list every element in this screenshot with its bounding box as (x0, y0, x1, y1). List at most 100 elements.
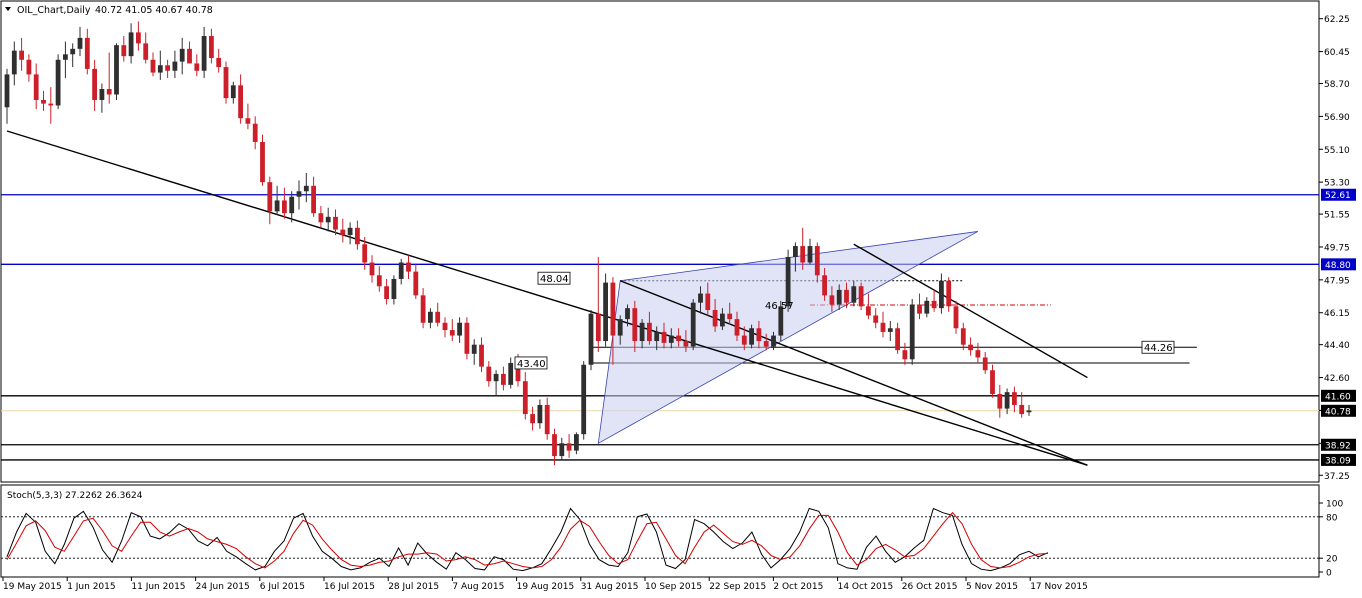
candle-body (33, 74, 39, 100)
y-tick-label: 49.75 (1324, 243, 1350, 253)
candle-body (661, 331, 667, 343)
y-tick-label: 37.25 (1324, 472, 1350, 482)
candle-body (369, 262, 375, 276)
candle-body (267, 182, 273, 212)
candle-body (902, 350, 908, 360)
candle-body (55, 59, 61, 106)
candle-body (187, 48, 192, 64)
candle-body (698, 293, 703, 303)
candle-body (457, 322, 462, 336)
candle-body (501, 373, 506, 385)
x-tick-label: 31 Aug 2015 (581, 582, 639, 592)
candle-body (960, 328, 966, 345)
x-tick-label: 19 Aug 2015 (517, 582, 575, 592)
candle-body (128, 32, 134, 57)
candle-body (574, 434, 579, 451)
candle-body (428, 311, 433, 323)
candle-body (77, 37, 83, 49)
candle-body (340, 229, 346, 236)
price-tag (1321, 404, 1356, 417)
candle-body (464, 322, 470, 354)
candle-body (968, 344, 973, 351)
price-tag (1321, 453, 1356, 466)
x-tick-label: 2 Oct 2015 (773, 582, 823, 592)
x-tick-label: 6 Jul 2015 (260, 582, 305, 592)
candle-body (435, 311, 441, 323)
candle-body (793, 246, 798, 258)
trendline-channel-upper[interactable] (853, 243, 1088, 379)
annotation-box (514, 356, 548, 370)
candle-body (92, 68, 97, 100)
candle-body (303, 185, 309, 192)
price-annotations: 48.04 43.40 46.57 44.26 (514, 271, 1175, 370)
candle-body (179, 48, 185, 62)
x-tick-label: 24 Jun 2015 (196, 582, 250, 592)
candle-body (610, 282, 616, 336)
candle-body (873, 315, 879, 323)
stochastic-oscillator (1, 507, 1319, 572)
candle-body (1019, 404, 1025, 415)
candle-body (19, 50, 24, 60)
candle-body (668, 335, 674, 343)
price-tag-label: 38.92 (1325, 441, 1351, 451)
y-tick-label: 60.45 (1324, 48, 1350, 58)
candle-body (924, 300, 930, 314)
candle-body (201, 36, 207, 71)
annotation-label: 44.26 (1144, 343, 1173, 354)
candle-body (479, 344, 484, 367)
trendline-long-downtrend[interactable] (6, 130, 1088, 466)
stoch-tick-label: 20 (1326, 555, 1338, 565)
candle-body (449, 330, 455, 336)
candle-body (800, 246, 806, 263)
candle-body (289, 196, 295, 214)
candlesticks (4, 21, 1032, 466)
candle-body (588, 313, 594, 365)
candle-body (252, 123, 258, 142)
candle-body (522, 381, 528, 415)
annotation-label: 46.57 (765, 301, 794, 312)
y-tick-label: 53.30 (1324, 179, 1350, 189)
annotation-label: 48.04 (540, 274, 569, 285)
candle-body (376, 275, 382, 287)
trendlines (6, 130, 1088, 466)
candle-body (1004, 392, 1010, 409)
y-tick-label: 62.25 (1324, 15, 1350, 25)
triangle-shape[interactable] (597, 231, 979, 445)
candle-body (712, 309, 718, 327)
candle-body (508, 362, 514, 385)
candle-body (406, 262, 411, 272)
symbol-title: OIL_Chart,Daily (17, 5, 91, 16)
candle-body (603, 282, 608, 342)
candle-body (194, 63, 200, 71)
x-tick-label: 14 Oct 2015 (838, 582, 894, 592)
candle-body (318, 213, 324, 223)
candle-body (1012, 392, 1017, 405)
candle-body (136, 32, 141, 44)
candle-body (471, 344, 477, 354)
stoch-line-signal[interactable] (6, 511, 1049, 569)
x-tick-label: 22 Sep 2015 (709, 582, 766, 592)
candle-body (157, 65, 163, 73)
candle-body (209, 36, 214, 58)
stoch-line-main[interactable] (6, 507, 1049, 572)
candle-body (581, 364, 587, 435)
level-price-tags: 52.61 48.80 41.60 38.92 38.09 40.78 (1321, 188, 1356, 466)
candle-body (121, 45, 127, 57)
candle-body (720, 313, 725, 327)
candle-body (734, 319, 740, 336)
time-axis: 19 May 2015 1 Jun 2015 11 Jun 2015 24 Jun 2… (2, 577, 1088, 592)
trendline-channel-lower[interactable] (619, 280, 1088, 466)
y-tick-label: 42.60 (1324, 374, 1350, 384)
stoch-axis: 100 80 20 0 (1319, 500, 1343, 579)
candle-body (165, 65, 170, 71)
y-tick-label: 56.90 (1324, 113, 1350, 123)
candle-body (851, 286, 857, 303)
candle-body (756, 328, 762, 342)
candle-body (866, 306, 871, 316)
x-tick-label: 16 Jul 2015 (324, 582, 375, 592)
candle-body (778, 306, 784, 336)
symbol-dropdown-icon[interactable] (5, 7, 11, 11)
candle-body (70, 48, 76, 55)
candle-body (705, 293, 711, 310)
